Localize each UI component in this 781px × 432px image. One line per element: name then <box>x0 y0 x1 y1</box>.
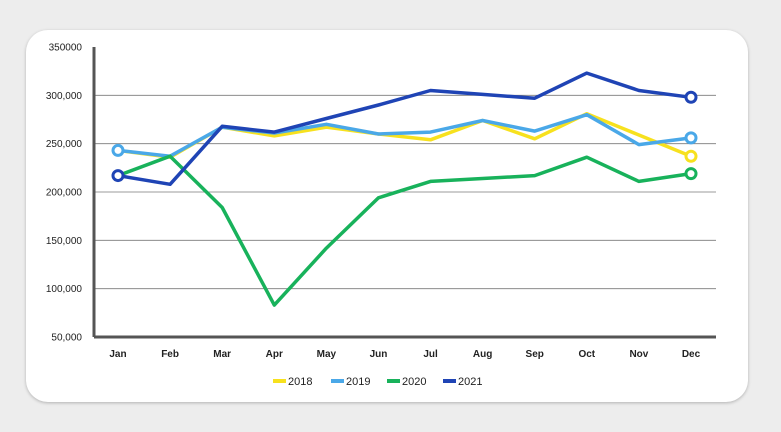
y-tick-label: 350000 <box>49 43 83 54</box>
legend: 2018 2019 2020 2021 <box>273 376 482 388</box>
legend-label-2018: 2018 <box>288 376 312 388</box>
y-tick-label: 300,000 <box>46 91 83 102</box>
series-point-2019 <box>111 143 125 157</box>
y-tick-label: 200,000 <box>46 188 83 199</box>
series-lines <box>111 71 698 307</box>
x-tick-label: May <box>317 349 337 360</box>
x-tick-label: Feb <box>161 349 179 360</box>
x-tick-label: Aug <box>473 349 492 360</box>
legend-label-2021: 2021 <box>458 376 482 388</box>
series-point-2020 <box>684 167 698 181</box>
gridlines <box>94 94 716 290</box>
legend-label-2020: 2020 <box>402 376 426 388</box>
series-line-2019 <box>116 112 693 158</box>
x-tick-label: Sep <box>526 349 544 360</box>
x-tick-label: Apr <box>266 349 283 360</box>
x-tick-label: Oct <box>578 349 595 360</box>
x-tick-label: Jun <box>370 349 388 360</box>
series-point-2021 <box>111 169 125 183</box>
series-line-2021 <box>116 71 693 187</box>
chart-card <box>26 30 748 402</box>
x-tick-label: Nov <box>629 349 648 360</box>
series-line-2020 <box>116 154 693 307</box>
series-point-2021 <box>684 90 698 104</box>
x-tick-label: Dec <box>682 349 701 360</box>
y-tick-label: 50,000 <box>51 333 82 344</box>
x-axis-ticks: Jan Feb Mar Apr May Jun Jul Aug Sep Oct Nov Dec <box>109 349 700 360</box>
y-tick-label: 150,000 <box>46 236 83 247</box>
x-tick-label: Jan <box>109 349 126 360</box>
y-axis-ticks: 50,000 100,000 150,000 200,000 250,000 300,00… <box>46 43 83 344</box>
series-point-2019 <box>684 131 698 145</box>
x-tick-label: Mar <box>213 349 231 360</box>
y-tick-label: 250,000 <box>46 139 83 150</box>
series-point-2018 <box>684 149 698 163</box>
legend-label-2019: 2019 <box>346 376 370 388</box>
y-tick-label: 100,000 <box>46 284 83 295</box>
x-tick-label: Jul <box>423 349 438 360</box>
